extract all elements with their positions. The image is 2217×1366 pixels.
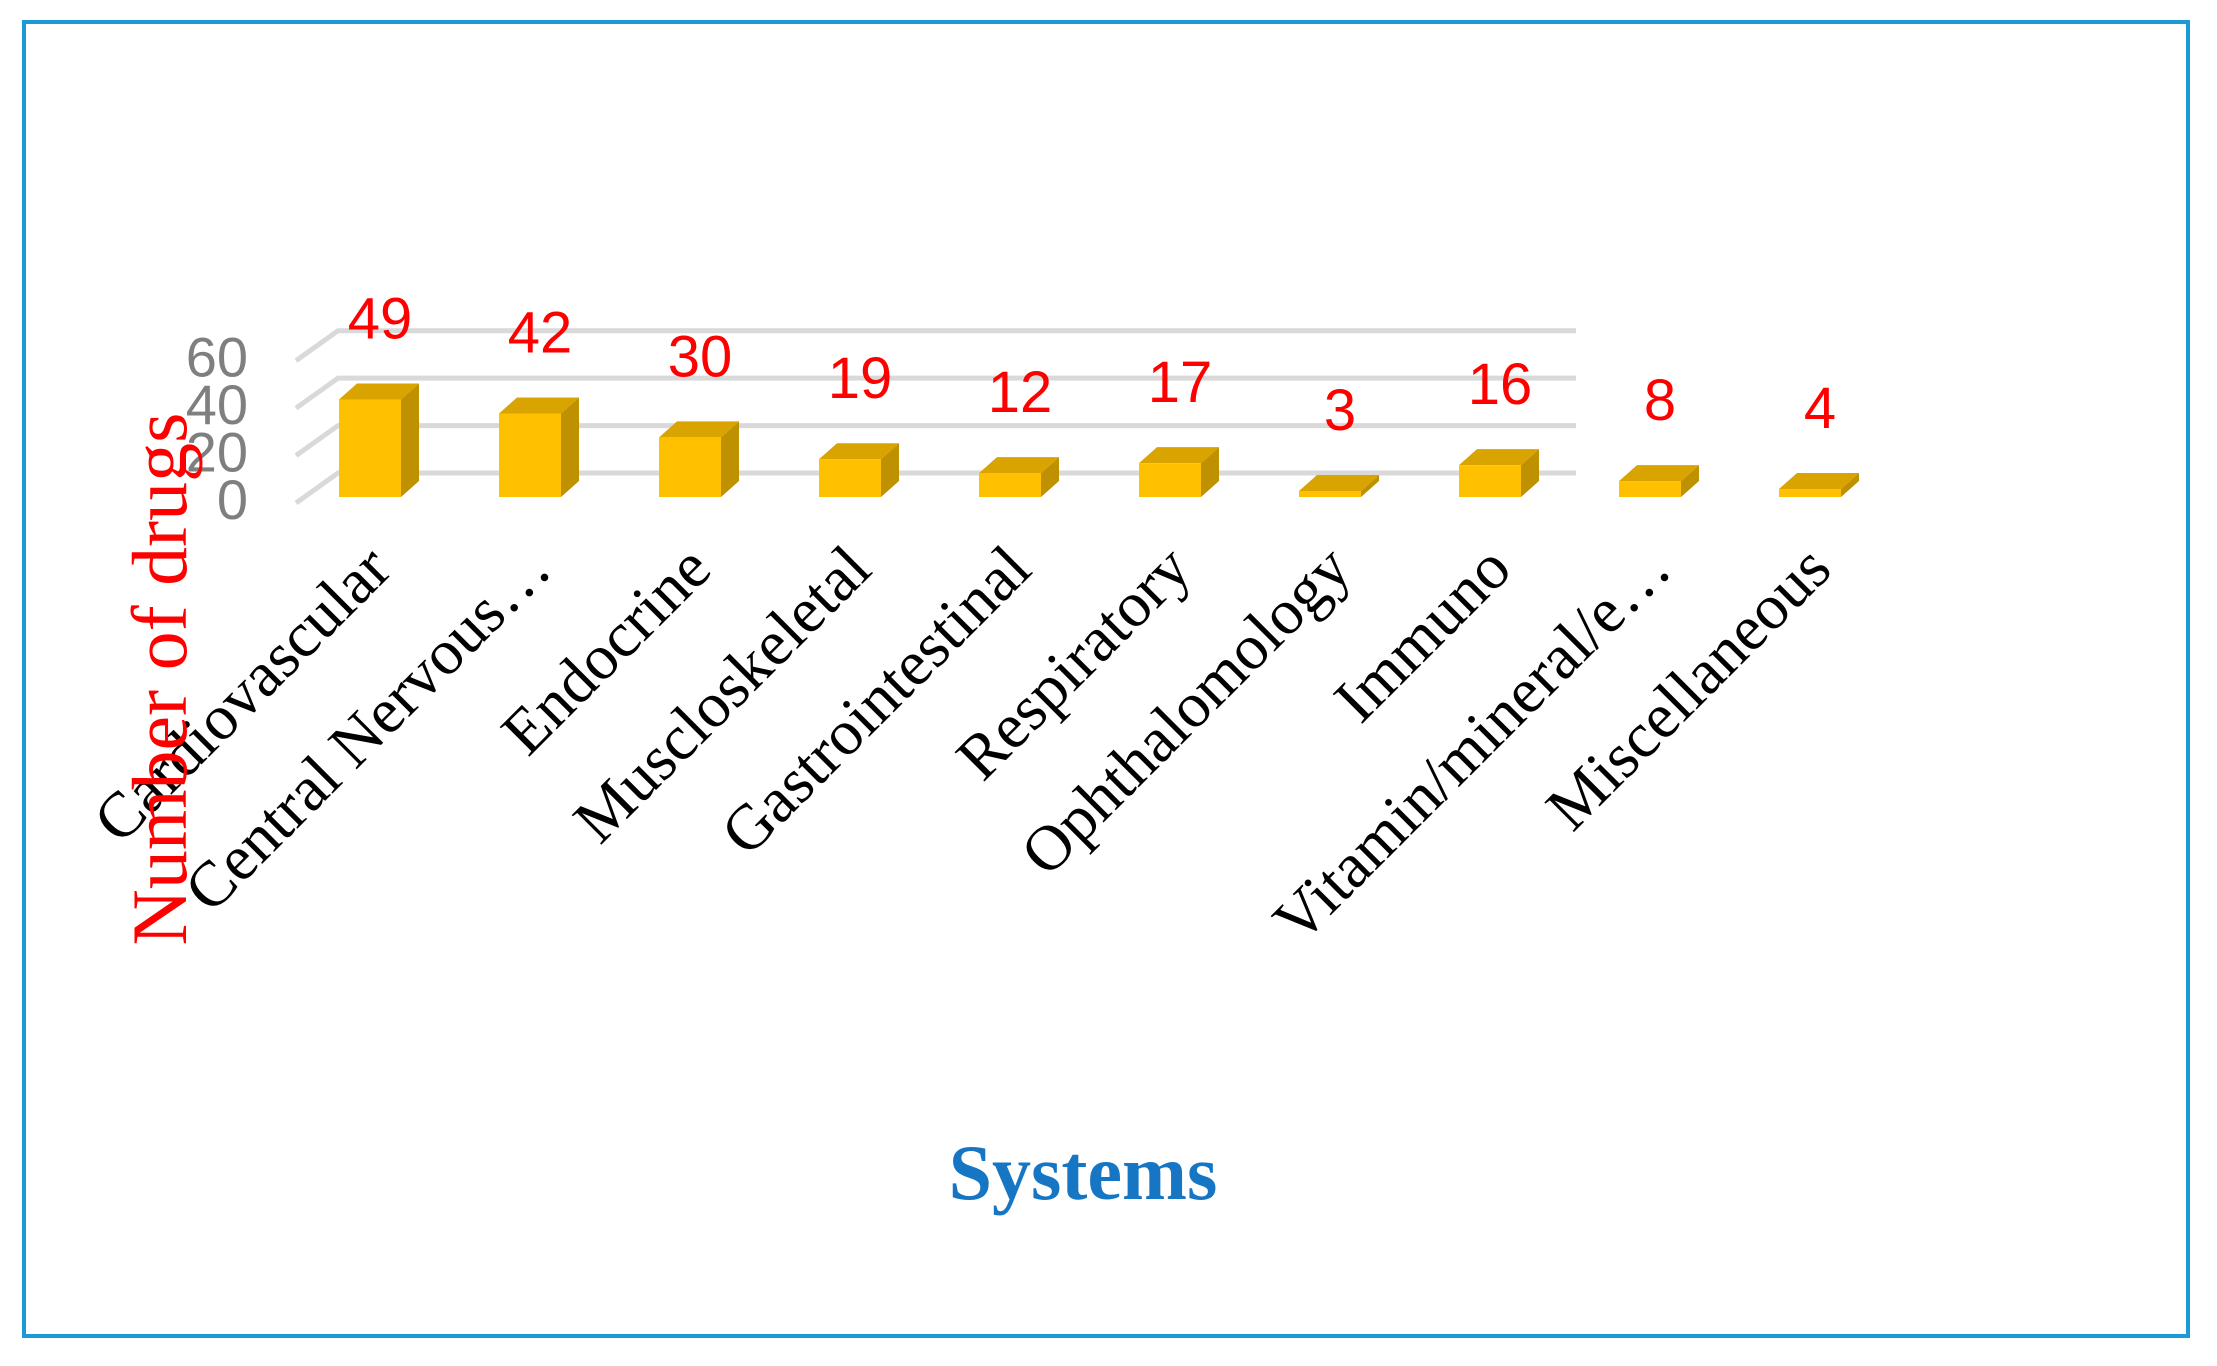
bar-front-6 [1139, 463, 1201, 497]
bar-6 [1139, 447, 1219, 497]
bar-top-2 [499, 397, 579, 414]
bar-3 [659, 421, 739, 497]
data-label-2: 42 [508, 300, 573, 365]
gridline-40 [294, 375, 1576, 411]
data-label-1: 49 [348, 287, 413, 352]
bar-side-5 [1041, 457, 1059, 497]
data-label-4: 19 [828, 346, 893, 411]
x-axis-title: Systems [949, 1129, 1218, 1216]
gridline-60 [294, 328, 1576, 363]
bar-top-4 [819, 443, 899, 460]
bar-top-6 [1139, 447, 1219, 464]
bars [339, 383, 1859, 497]
bar-front-2 [499, 413, 561, 497]
data-label-8: 16 [1468, 352, 1533, 417]
data-label-3: 30 [668, 324, 733, 389]
bar-top-7 [1299, 475, 1379, 491]
data-label-9: 8 [1644, 368, 1676, 433]
gridlines [294, 328, 1576, 506]
data-labels: 49 42 30 19 12 17 3 16 8 4 [348, 287, 1836, 443]
data-label-6: 17 [1148, 350, 1213, 415]
bar-side-1 [401, 383, 419, 497]
bar-front-1 [339, 399, 401, 497]
bar-1 [339, 383, 419, 497]
y-axis-title: Number of drugs [116, 413, 203, 946]
bar-side-10 [1841, 473, 1859, 497]
bar-front-7 [1299, 491, 1361, 497]
bar-top-10 [1779, 473, 1859, 490]
bar-9 [1619, 465, 1699, 497]
y-tick-label-60: 60 [186, 326, 248, 389]
data-label-7: 3 [1324, 378, 1356, 443]
bar-10 [1779, 473, 1859, 497]
bar-side-4 [881, 443, 899, 497]
bar-5 [979, 457, 1059, 497]
y-tick-label-40: 40 [186, 373, 248, 436]
gridline-0 [294, 470, 1576, 506]
y-tick-label-20: 20 [186, 421, 248, 484]
data-label-10: 4 [1804, 376, 1836, 441]
bar-4 [819, 443, 899, 497]
bar-7 [1299, 475, 1379, 497]
data-label-5: 12 [988, 360, 1053, 425]
bar-top-5 [979, 457, 1059, 474]
bar-front-10 [1779, 489, 1841, 497]
bar-top-3 [659, 421, 739, 438]
chart-frame: 0 20 40 60 49 42 30 19 12 17 3 16 8 4 Cardiovascular… [22, 20, 2190, 1338]
bar-top-9 [1619, 465, 1699, 482]
y-tick-label-0: 0 [217, 468, 248, 531]
bar-side-2 [561, 397, 579, 497]
bar-top-1 [339, 383, 419, 400]
bar-side-3 [721, 421, 739, 497]
gridline-20 [294, 423, 1576, 458]
bar-top-8 [1459, 449, 1539, 466]
bar-side-7 [1361, 475, 1379, 497]
bar-front-4 [819, 459, 881, 497]
bar-front-8 [1459, 465, 1521, 497]
bar-side-9 [1681, 465, 1699, 497]
bar-front-5 [979, 473, 1041, 497]
x-tick-label-10: Miscellaneous [1532, 532, 1844, 844]
bar-side-6 [1201, 447, 1219, 497]
bar-front-9 [1619, 481, 1681, 497]
bar-2 [499, 397, 579, 497]
bar-side-8 [1521, 449, 1539, 497]
bar-front-3 [659, 437, 721, 497]
bar-8 [1459, 449, 1539, 497]
